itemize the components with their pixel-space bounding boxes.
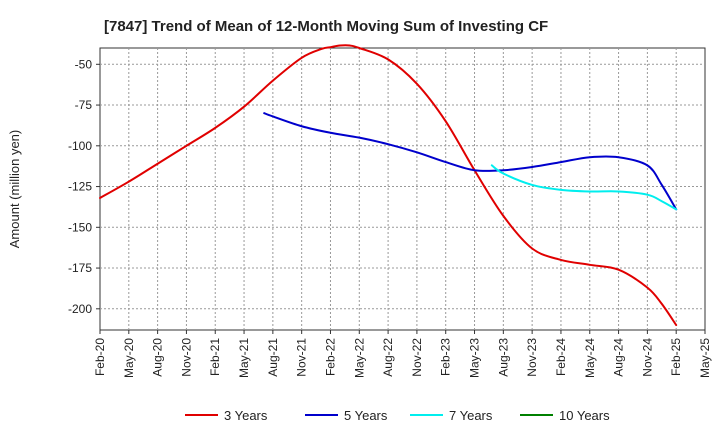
x-tick-label: Aug-22 — [381, 338, 395, 377]
series-line-5-years — [263, 112, 678, 211]
legend-item-5-years: 5 Years — [305, 408, 388, 423]
y-tick-label: -175 — [68, 261, 92, 275]
x-tick-label: Feb-21 — [208, 338, 222, 376]
x-tick-label: Feb-23 — [439, 338, 453, 376]
legend-item-3-years: 3 Years — [185, 408, 268, 423]
y-axis: -50 -75 -100 -125 -150 -175 -200 — [68, 57, 100, 316]
x-tick-label: May-20 — [122, 338, 136, 378]
x-tick-label: Aug-21 — [266, 338, 280, 377]
x-tick-label: Feb-20 — [93, 338, 107, 376]
legend-label: 3 Years — [224, 408, 268, 423]
y-tick-label: -200 — [68, 302, 92, 316]
legend-label: 10 Years — [559, 408, 610, 423]
x-tick-label: Nov-22 — [410, 338, 424, 377]
plot-area — [99, 47, 706, 331]
x-tick-label: May-25 — [698, 338, 712, 378]
x-tick-label: May-21 — [237, 338, 251, 378]
x-tick-label: May-24 — [583, 338, 597, 378]
x-tick-label: Aug-20 — [151, 338, 165, 377]
x-tick-label: Nov-20 — [179, 338, 193, 377]
x-tick-label: May-23 — [468, 338, 482, 378]
legend: 3 Years 5 Years 7 Years 10 Years — [185, 408, 610, 423]
x-tick-label: Aug-24 — [612, 338, 626, 377]
x-axis: Feb-20 May-20 Aug-20 Nov-20 Feb-21 May-21 Aug-… — [93, 330, 712, 378]
x-tick-label: Nov-21 — [295, 338, 309, 377]
y-tick-label: -100 — [68, 139, 92, 153]
y-tick-label: -150 — [68, 220, 92, 234]
series-line-7-years — [490, 164, 678, 211]
y-axis-label: Amount (million yen) — [7, 130, 22, 249]
legend-label: 7 Years — [449, 408, 493, 423]
y-tick-label: -50 — [75, 57, 93, 71]
legend-item-10-years: 10 Years — [520, 408, 610, 423]
series-line-3-years — [99, 44, 678, 327]
y-tick-label: -125 — [68, 180, 92, 194]
chart-title: [7847] Trend of Mean of 12-Month Moving … — [104, 18, 548, 35]
x-tick-label: Feb-22 — [323, 338, 337, 376]
x-tick-label: May-22 — [352, 338, 366, 378]
legend-item-7-years: 7 Years — [410, 408, 493, 423]
x-tick-label: Feb-24 — [554, 338, 568, 376]
series-layer — [99, 44, 678, 327]
y-tick-label: -75 — [75, 98, 93, 112]
x-tick-label: Feb-25 — [669, 338, 683, 376]
x-tick-label: Aug-23 — [496, 338, 510, 377]
x-tick-label: Nov-23 — [525, 338, 539, 377]
x-tick-label: Nov-24 — [640, 338, 654, 377]
legend-label: 5 Years — [344, 408, 388, 423]
